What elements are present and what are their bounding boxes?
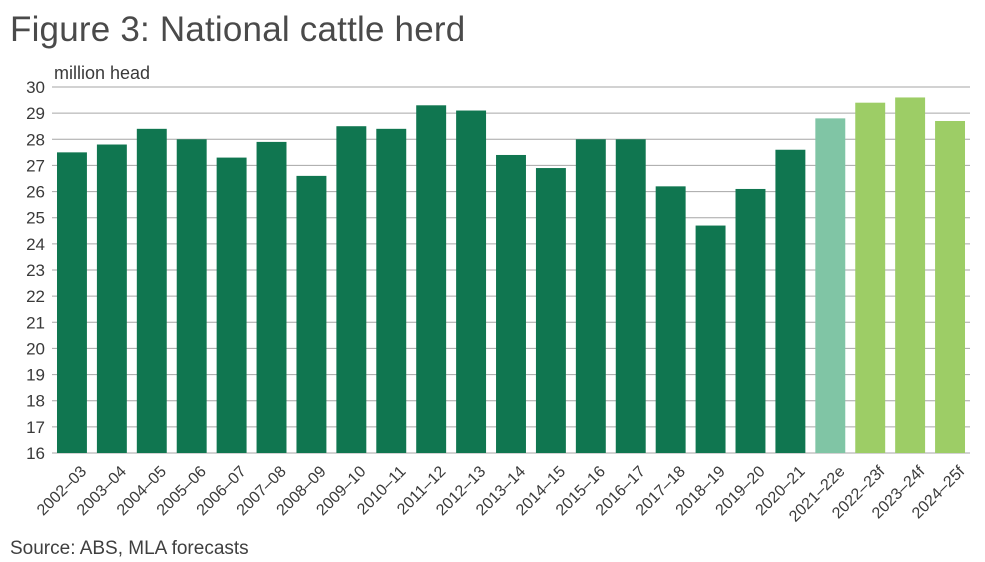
- y-axis-unit-label: million head: [54, 63, 150, 83]
- bar-2019–20: [735, 188, 766, 453]
- y-tick-label: 29: [26, 104, 45, 123]
- bar-2005–06: [176, 139, 207, 454]
- bar-2023–24f: [895, 97, 926, 453]
- y-axis-ticks: 16 17 18 19 20 21 22 23 24 25 26 27 28 29 30: [26, 78, 45, 463]
- bar-2024–25f: [935, 120, 966, 453]
- bar-2018–19: [695, 225, 726, 453]
- y-tick-label: 25: [26, 209, 45, 228]
- bar-2020–21: [775, 149, 806, 453]
- bar-2003–04: [96, 144, 127, 453]
- y-tick-label: 21: [26, 313, 45, 332]
- bar-2006–07: [216, 157, 247, 454]
- bar-2021–22e: [815, 118, 846, 453]
- bar-2009–10: [336, 126, 367, 453]
- y-tick-label: 18: [26, 392, 45, 411]
- x-axis-ticks: 2002–032003–042004–052005–062006–072007–…: [34, 463, 969, 526]
- bar-2010–11: [376, 128, 407, 454]
- bar-2017–18: [655, 186, 686, 454]
- bar-2015–16: [575, 139, 606, 454]
- bar-chart: 16 17 18 19 20 21 22 23 24 25 26 27 28 29 30 million h…: [26, 63, 970, 526]
- y-tick-label: 24: [26, 235, 45, 254]
- bar-2016–17: [615, 139, 646, 454]
- bar-2004–05: [136, 128, 167, 454]
- source-note: Source: ABS, MLA forecasts: [10, 538, 249, 559]
- y-tick-label: 20: [26, 339, 45, 358]
- bars: [56, 97, 966, 454]
- y-tick-label: 22: [26, 287, 45, 306]
- y-tick-label: 27: [26, 156, 45, 175]
- bar-2011–12: [416, 105, 447, 454]
- y-tick-label: 30: [26, 78, 45, 97]
- y-tick-label: 16: [26, 444, 45, 463]
- chart-title: Figure 3: National cattle herd: [10, 10, 466, 49]
- bar-2014–15: [535, 168, 566, 454]
- bar-2007–08: [256, 141, 287, 453]
- bar-2013–14: [496, 154, 526, 453]
- y-tick-label: 17: [26, 418, 45, 437]
- bar-2012–13: [456, 110, 487, 454]
- y-tick-label: 23: [26, 261, 45, 280]
- bar-2002–03: [56, 152, 87, 453]
- y-tick-label: 19: [26, 366, 45, 385]
- y-tick-label: 28: [26, 130, 45, 149]
- y-tick-label: 26: [26, 183, 45, 202]
- bar-2022–23f: [855, 102, 886, 453]
- bar-2008–09: [296, 175, 327, 453]
